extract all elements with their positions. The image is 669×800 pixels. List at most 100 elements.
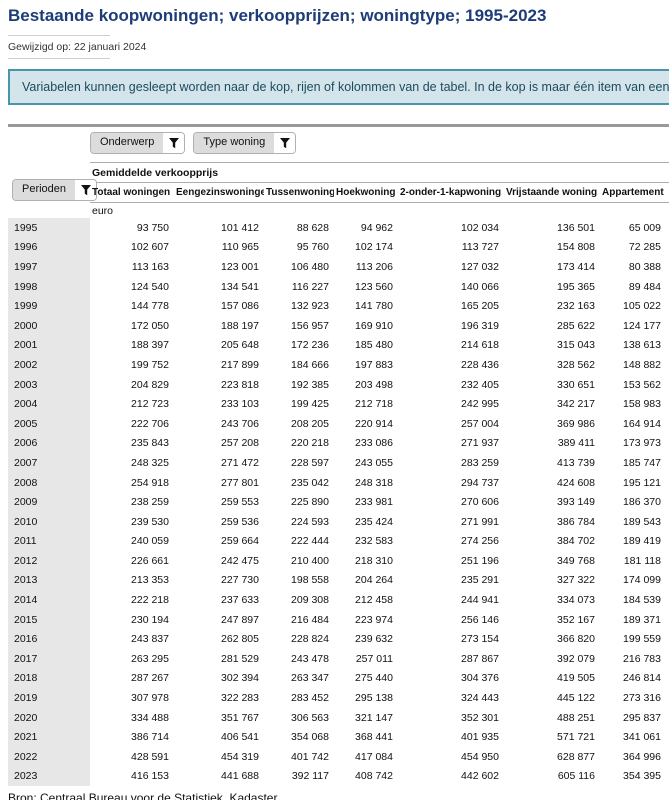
row-header-year: 2006 [8,433,90,454]
value-cell: 262 805 [221,633,259,646]
value-cell: 214 618 [461,339,499,352]
value-cell: 228 597 [291,456,329,469]
column-header: Tussenwoning [264,182,334,203]
row-header-year: 2003 [8,374,90,395]
value-cell: 277 801 [221,476,259,489]
filter-chip-perioden[interactable]: Perioden [12,179,98,202]
value-cell: 441 688 [221,770,259,783]
column-header: Totaal woningen [90,182,174,203]
value-cell: 230 194 [131,613,169,626]
column-header-row: Totaal woningen Eengezinswoningen Tussenwo… [8,182,669,203]
value-cell: 259 553 [221,496,259,509]
column-header: Hoekwoning [334,182,398,203]
value-cell: 334 488 [131,711,169,724]
value-cell: 210 400 [291,554,329,567]
value-cell: 454 319 [221,750,259,763]
row-header-year: 2020 [8,707,90,728]
value-cell: 94 962 [360,221,393,234]
value-cell: 127 032 [461,260,499,273]
value-cell: 307 978 [131,692,169,705]
chip-type-woning-label: Type woning [194,133,275,153]
value-cell: 445 122 [557,692,595,705]
table-row: 1996 102 607 110 965 95 760 102 174 113 727 15… [8,237,669,258]
value-cell: 95 760 [296,241,329,254]
value-cell: 605 116 [557,770,595,783]
value-cell: 628 877 [557,750,595,763]
filter-funnel-icon[interactable] [163,133,185,153]
value-cell: 184 666 [291,358,329,371]
table-row: 2008 254 918 277 801 235 042 248 318 294 737 4… [8,472,669,493]
table-row: 2001 188 397 205 648 172 236 185 480 214 618 3… [8,335,669,356]
value-cell: 209 308 [291,594,329,607]
value-cell: 384 702 [557,535,595,548]
chip-onderwerp-label: Onderwerp [91,133,164,153]
value-cell: 144 778 [131,300,169,313]
value-cell: 416 153 [131,770,169,783]
value-cell: 189 419 [623,535,661,548]
value-cell: 248 318 [355,476,393,489]
value-cell: 196 319 [461,319,499,332]
source-note: Bron: Centraal Bureau voor de Statistiek… [8,791,278,800]
table-body: 1995 93 750 101 412 88 628 94 962 102 034 136 … [8,218,669,787]
column-header-spill [666,182,669,203]
value-cell: 136 501 [557,221,595,234]
value-cell: 287 267 [131,672,169,685]
filter-chip-type-woning[interactable]: Type woning [193,132,297,154]
value-cell: 274 256 [461,535,499,548]
value-cell: 259 536 [221,515,259,528]
value-cell: 212 458 [355,594,393,607]
value-cell: 189 371 [623,613,661,626]
value-cell: 239 530 [131,515,169,528]
row-header-year: 1997 [8,257,90,277]
value-cell: 488 251 [557,711,595,724]
value-cell: 235 843 [131,437,169,450]
row-header-year: 2023 [8,766,90,787]
value-cell: 401 935 [461,731,499,744]
value-cell: 224 593 [291,515,329,528]
filter-chip-onderwerp[interactable]: Onderwerp [90,132,186,154]
value-cell: 227 730 [221,574,259,587]
column-header: Vrijstaande woning [504,182,600,203]
value-cell: 243 478 [291,652,329,665]
value-cell: 334 073 [557,594,595,607]
row-header-year: 2011 [8,531,90,552]
data-table: Perioden Gemiddelde verkoopprijs Totaal … [8,162,669,787]
value-cell: 80 388 [628,260,661,273]
value-cell: 256 146 [461,613,499,626]
value-cell: 181 118 [623,554,661,567]
value-cell: 113 163 [131,260,169,273]
unit-label: euro [92,204,114,217]
row-header-year: 2004 [8,394,90,414]
value-cell: 102 174 [355,241,393,254]
value-cell: 223 974 [355,613,393,626]
value-cell: 321 147 [355,711,393,724]
value-cell: 246 814 [623,672,661,685]
value-cell: 156 957 [291,319,329,332]
filter-funnel-icon[interactable] [75,180,97,201]
value-cell: 132 923 [291,300,329,313]
value-cell: 216 783 [623,652,661,665]
table-row: 2023 416 153 441 688 392 117 408 742 442 602 6… [8,766,669,787]
row-header-year: 2000 [8,315,90,336]
separator-rule [8,124,669,127]
table-row: 2017 263 295 281 529 243 478 257 011 287 867 3… [8,649,669,669]
row-header-year: 2005 [8,413,90,434]
value-cell: 242 475 [221,554,259,567]
row-header-year: 1995 [8,218,90,238]
value-cell: 164 914 [623,417,661,430]
value-cell: 392 117 [291,770,329,783]
value-cell: 232 163 [557,300,595,313]
value-cell: 157 086 [221,300,259,313]
value-cell: 88 628 [296,221,329,234]
filter-funnel-icon[interactable] [274,133,296,153]
info-banner: Variabelen kunnen gesleept worden naar d… [8,69,669,105]
value-cell: 199 752 [131,358,169,371]
value-cell: 185 747 [623,456,661,469]
value-cell: 101 412 [221,221,259,234]
value-cell: 327 322 [557,574,595,587]
table-row: 2015 230 194 247 897 216 484 223 974 256 146 3… [8,609,669,630]
row-header-year: 2017 [8,649,90,669]
value-cell: 413 739 [557,456,595,469]
column-header: Appartement [600,182,666,203]
value-cell: 306 563 [291,711,329,724]
